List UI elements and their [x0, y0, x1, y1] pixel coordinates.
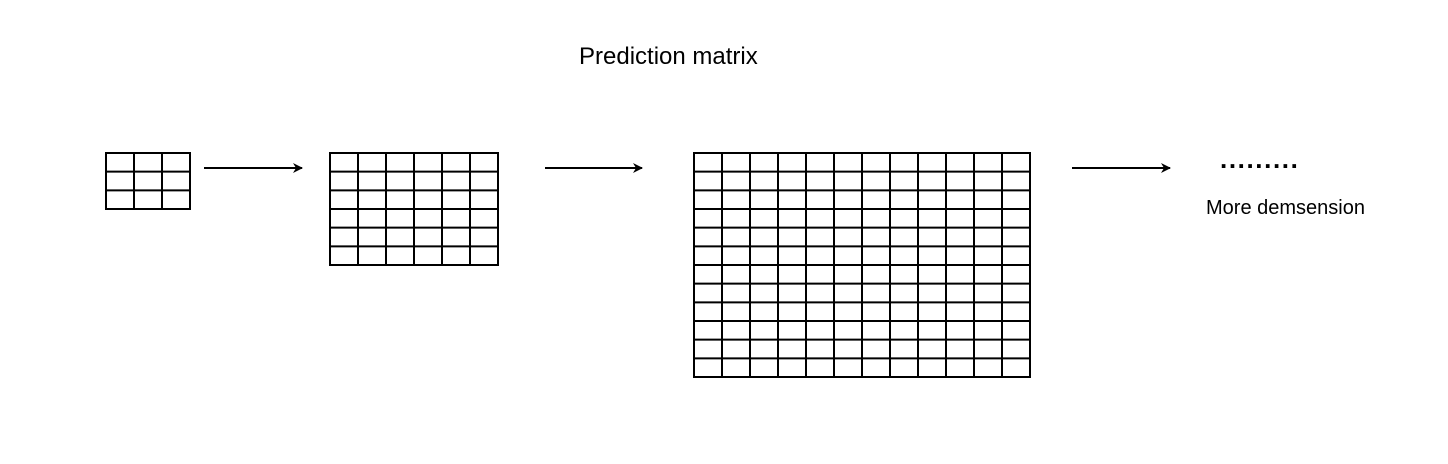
- matrix-6x6: [329, 152, 499, 266]
- more-dimension-caption: More demsension: [1206, 197, 1365, 219]
- diagram-title: Prediction matrix: [579, 43, 758, 70]
- matrix-3x3: [105, 152, 191, 210]
- matrix-border: [105, 152, 191, 210]
- matrix-12x12: [693, 152, 1031, 378]
- continuation-dots: .........: [1220, 144, 1300, 174]
